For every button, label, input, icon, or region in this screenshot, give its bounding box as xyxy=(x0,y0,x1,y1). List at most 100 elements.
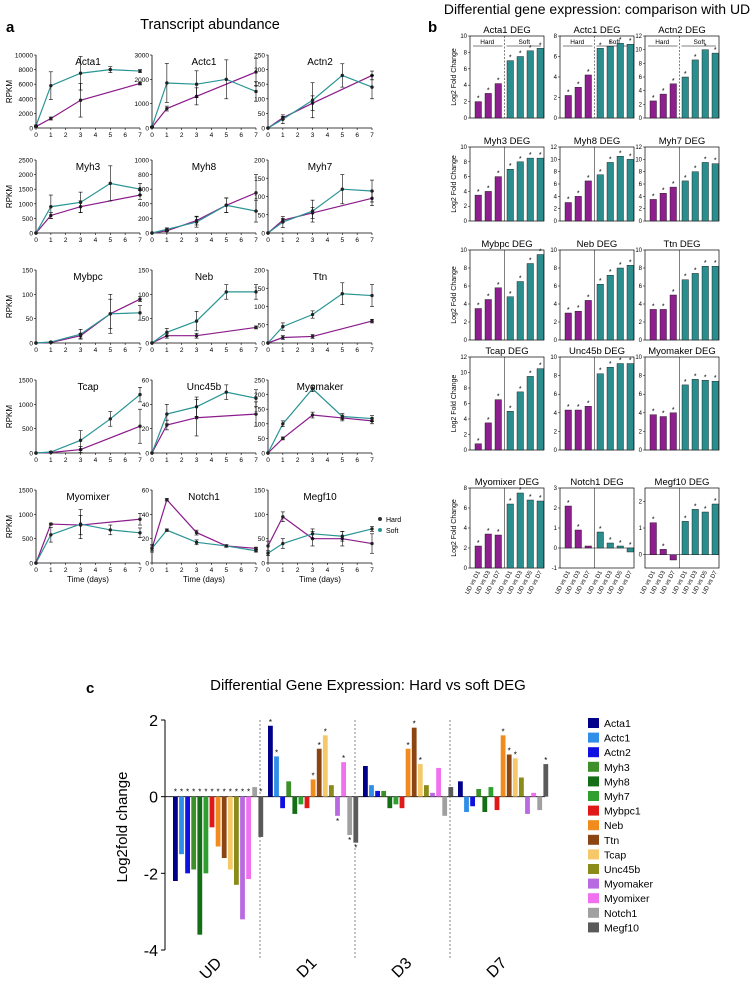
hard-point xyxy=(194,416,199,420)
panel-title-a: Transcript abundance xyxy=(140,17,280,33)
x-axis-label: Time (days) xyxy=(67,575,109,584)
hard-line xyxy=(35,82,141,128)
x-tick-label: 2 xyxy=(180,567,184,574)
y-tick-label: 50 xyxy=(26,316,34,323)
x-tick-label: 5 xyxy=(108,132,112,139)
x-tick-label: 3 xyxy=(79,567,83,574)
y-tick-label: 8 xyxy=(464,50,468,56)
y-tick-label: 150 xyxy=(22,268,33,275)
x-tick-label: 2 xyxy=(64,567,68,574)
soft-bar xyxy=(616,267,624,341)
y-tick-label: 100 xyxy=(254,512,265,519)
soft-point xyxy=(165,330,169,334)
soft-bar xyxy=(506,296,514,341)
legend-label-actn2: Actn2 xyxy=(604,747,631,759)
y-tick-label: 10000 xyxy=(15,53,33,60)
significance-star: * xyxy=(587,175,590,182)
x-tick-label: 4 xyxy=(94,567,98,574)
y-tick-label: 0 xyxy=(149,790,158,807)
legend-swatch-actn2 xyxy=(588,747,599,758)
y-tick-label: 8 xyxy=(464,160,468,166)
significance-star: * xyxy=(539,42,542,49)
y-tick-label: 8 xyxy=(639,170,643,176)
soft-point xyxy=(281,541,285,546)
x-tick-label: 5 xyxy=(224,457,228,464)
soft-bar xyxy=(506,168,514,222)
legend-swatch-myomixer xyxy=(588,893,599,904)
y-tick-label: 2 xyxy=(464,546,468,552)
significance-star: * xyxy=(509,163,512,170)
significance-star: * xyxy=(609,361,612,368)
y-tick-label: 4 xyxy=(639,194,643,200)
plot-title: Myh3 xyxy=(76,162,101,173)
x-tick-label: 0 xyxy=(266,132,270,139)
soft-bar xyxy=(536,157,544,222)
y-tick-label: 0 xyxy=(554,116,558,122)
soft-line xyxy=(35,312,141,344)
hard-bar xyxy=(484,533,492,569)
significance-star: * xyxy=(497,171,500,178)
bar-megf10-d7 xyxy=(543,764,549,797)
y-tick-label: 2 xyxy=(554,506,558,512)
significance-star: * xyxy=(652,95,655,102)
panel-label-a: a xyxy=(6,19,15,36)
significance-star: * xyxy=(619,262,622,269)
significance-star: * xyxy=(204,788,207,797)
y-tick-label: 150 xyxy=(254,82,265,89)
significance-star: * xyxy=(652,517,655,524)
plot-title: Myh7 DEG xyxy=(659,136,705,147)
hard-bar xyxy=(659,416,667,451)
significance-star: * xyxy=(577,305,580,312)
y-tick-label: 100 xyxy=(254,421,265,428)
x-tick-label: 7 xyxy=(138,457,142,464)
y-tick-label: 4 xyxy=(639,89,643,95)
significance-star: * xyxy=(529,45,532,52)
bar-acta1-ud xyxy=(173,796,178,881)
y-tick-label: 10 xyxy=(635,48,642,54)
plot-title: Actn2 DEG xyxy=(658,25,706,36)
plot-title: Myh8 xyxy=(192,162,217,173)
significance-star: * xyxy=(684,175,687,182)
hard-point xyxy=(281,436,285,441)
bar-plot-acta1-deg: Acta1 DEG 0 2 4 6 8 10 Log2 Fold Change Hard Soft… xyxy=(451,25,545,122)
x-tick-label: 5 xyxy=(340,567,344,574)
soft-bar xyxy=(626,44,634,119)
significance-star: * xyxy=(662,303,665,310)
hard-bar xyxy=(584,545,592,549)
x-tick-label: 6 xyxy=(355,132,359,139)
legend-soft-marker xyxy=(378,528,382,532)
y-tick-label: 8 xyxy=(639,374,643,380)
hard-point xyxy=(138,81,142,86)
significance-star: * xyxy=(519,156,522,163)
y-tick-label: -2 xyxy=(144,866,158,883)
bar-actc1-ud xyxy=(179,796,184,855)
x-tick-label: 5 xyxy=(108,347,112,354)
line-plot-myomaker: Myomaker 0 50 100 150 200 250 0 1 2 3 4 5 6 7 xyxy=(254,378,374,465)
legend-swatch-tcap xyxy=(588,849,599,860)
significance-star: * xyxy=(223,788,226,797)
significance-star: * xyxy=(609,269,612,276)
x-tick-label: 1 xyxy=(281,132,285,139)
significance-star: * xyxy=(241,788,244,797)
y-tick-label: 6 xyxy=(554,284,558,290)
soft-point xyxy=(254,290,258,294)
significance-star: * xyxy=(704,374,707,381)
y-tick-label: 0 xyxy=(145,341,149,348)
legend-swatch-neb xyxy=(588,820,599,831)
significance-star: * xyxy=(684,515,687,522)
category-label-ud: UD xyxy=(197,955,225,983)
soft-bar xyxy=(526,50,534,119)
bar-mybpc1-d7 xyxy=(494,796,500,811)
hard-bar xyxy=(659,309,667,341)
group-label-hard: Hard xyxy=(480,39,494,46)
y-tick-label: 2 xyxy=(554,207,558,213)
y-tick-label: 100 xyxy=(254,194,265,201)
y-tick-label: 0 xyxy=(464,338,468,344)
x-tick-label: 2 xyxy=(180,457,184,464)
legend-swatch-notch1 xyxy=(588,907,599,918)
bar-megf10-ud xyxy=(258,796,264,837)
soft-bar xyxy=(616,42,624,119)
soft-point xyxy=(150,546,154,551)
soft-point xyxy=(281,220,285,224)
